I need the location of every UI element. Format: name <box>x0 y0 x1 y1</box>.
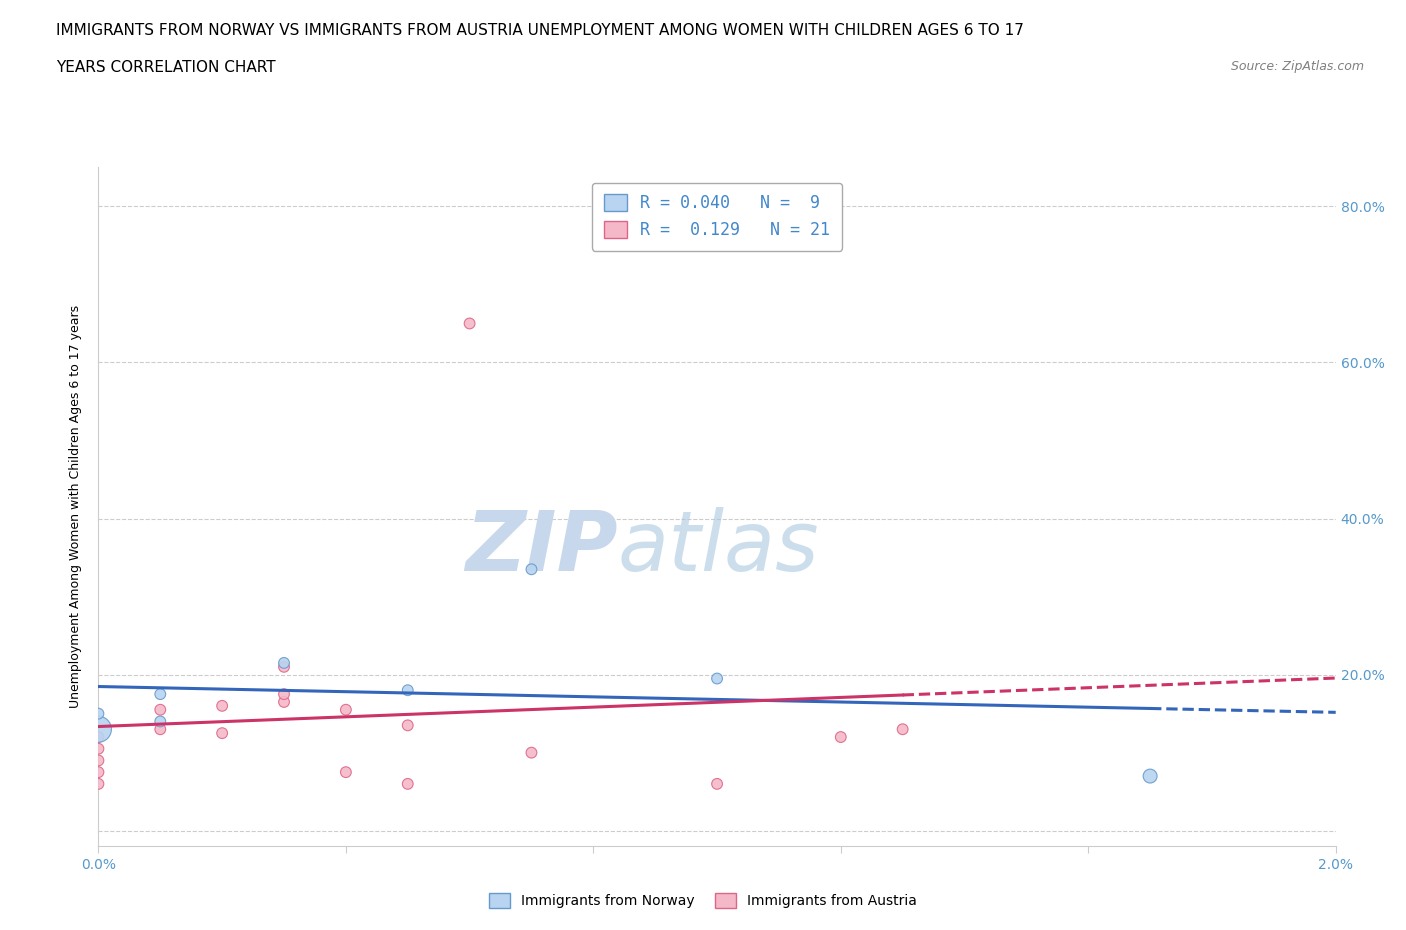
Point <box>396 718 419 733</box>
Point <box>335 764 357 779</box>
Text: ZIP: ZIP <box>465 507 619 588</box>
Point <box>149 722 172 737</box>
Legend: R = 0.040   N =  9, R =  0.129   N = 21: R = 0.040 N = 9, R = 0.129 N = 21 <box>592 182 842 250</box>
Point <box>458 316 481 331</box>
Point <box>149 702 172 717</box>
Text: YEARS CORRELATION CHART: YEARS CORRELATION CHART <box>56 60 276 75</box>
Point <box>335 702 357 717</box>
Y-axis label: Unemployment Among Women with Children Ages 6 to 17 years: Unemployment Among Women with Children A… <box>69 305 83 709</box>
Point <box>830 730 852 745</box>
Point <box>211 725 233 740</box>
Point <box>396 777 419 791</box>
Point <box>273 686 295 701</box>
Point <box>87 777 110 791</box>
Text: Source: ZipAtlas.com: Source: ZipAtlas.com <box>1230 60 1364 73</box>
Point <box>149 686 172 701</box>
Point <box>149 714 172 729</box>
Point <box>87 764 110 779</box>
Point <box>396 683 419 698</box>
Point <box>87 730 110 745</box>
Point <box>891 722 914 737</box>
Point <box>1139 768 1161 783</box>
Legend: Immigrants from Norway, Immigrants from Austria: Immigrants from Norway, Immigrants from … <box>484 888 922 914</box>
Point <box>520 745 543 760</box>
Text: IMMIGRANTS FROM NORWAY VS IMMIGRANTS FROM AUSTRIA UNEMPLOYMENT AMONG WOMEN WITH : IMMIGRANTS FROM NORWAY VS IMMIGRANTS FRO… <box>56 23 1024 38</box>
Point <box>87 741 110 756</box>
Point <box>87 753 110 768</box>
Point <box>706 777 728 791</box>
Point <box>273 695 295 710</box>
Point <box>87 722 110 737</box>
Point <box>706 671 728 686</box>
Point <box>273 659 295 674</box>
Text: atlas: atlas <box>619 507 820 588</box>
Point <box>87 706 110 721</box>
Point <box>211 698 233 713</box>
Point <box>273 656 295 671</box>
Point <box>520 562 543 577</box>
